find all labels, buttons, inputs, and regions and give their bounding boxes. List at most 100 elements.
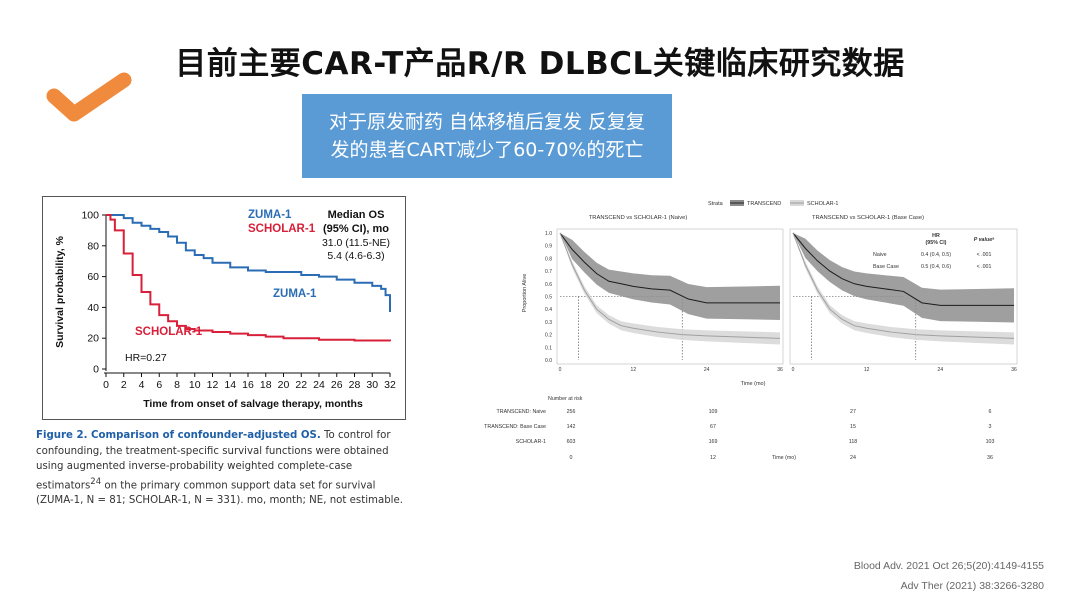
- panel-y-tick-label: 0.5: [545, 295, 552, 301]
- x-tick-label: 18: [260, 379, 272, 391]
- y-tick-label: 20: [87, 333, 99, 345]
- risk-value: 109: [709, 409, 718, 415]
- x-tick-label: 28: [349, 379, 361, 391]
- transcend-scholar-figure: Strata TRANSCEND SCHOLAR-1 TRANSCEND vs …: [468, 195, 1024, 463]
- risk-x-tick-label: 24: [850, 455, 856, 461]
- risk-x-tick-label: 36: [987, 455, 993, 461]
- panel-x-tick-label: 24: [938, 367, 944, 373]
- x-tick-label: 22: [295, 379, 307, 391]
- ci-band-scholar-1: [560, 233, 780, 345]
- x-tick-label: 14: [224, 379, 236, 391]
- panel-y-tick-label: 0.1: [545, 345, 552, 351]
- risk-value: 256: [567, 409, 576, 415]
- hr-row-value: 0.5 (0.4, 0.6): [921, 264, 951, 270]
- panel-y-tick-label: 0.4: [545, 307, 552, 313]
- risk-value: 6: [989, 409, 992, 415]
- x-tick-label: 26: [331, 379, 343, 391]
- panel-y-tick-label: 0.6: [545, 282, 552, 288]
- risk-value: 118: [849, 439, 857, 445]
- risk-label: TRANSCEND: Naive: [497, 409, 547, 415]
- x-tick-label: 4: [139, 379, 145, 391]
- panel-y-tick-label: 0.2: [545, 333, 552, 339]
- panel-y-tick-label: 0.3: [545, 320, 552, 326]
- hr-subheader: (95% CI): [926, 240, 947, 246]
- panel-y-tick-label: 0.7: [545, 269, 552, 275]
- zuma-scholar-figure: 0 20 40 60 80 100 0 2 4 6 8 10 12 14 16 18 20 22 24 26 28 30 3…: [42, 196, 406, 420]
- panel-right-title: TRANSCEND vs SCHOLAR-1 (Base Case): [812, 215, 924, 221]
- caption-tail: on the primary common support data set f…: [36, 479, 404, 507]
- panel-x-tick-label: 36: [1011, 367, 1017, 373]
- strata-label: Strata: [708, 201, 724, 207]
- panel-y-tick-label: 1.0: [545, 231, 552, 237]
- risk-label: TRANSCEND: Base Case: [484, 424, 546, 430]
- median-zuma: 31.0 (11.5-NE): [322, 237, 390, 249]
- y-tick-label: 80: [87, 240, 99, 252]
- risk-label: SCHOLAR-1: [516, 439, 546, 445]
- callout-line-1: 对于原发耐药 自体移植后复发 反复复: [328, 111, 646, 133]
- x-tick-label: 32: [384, 379, 396, 391]
- caption-bold: Figure 2. Comparison of confounder-adjus…: [36, 430, 321, 441]
- y-axis-title: Survival probability, %: [54, 235, 66, 347]
- hr-row-label: Base Case: [873, 264, 899, 270]
- legend-scholar: SCHOLAR-1: [248, 223, 316, 235]
- hazard-ratio: HR=0.27: [125, 352, 167, 364]
- x-tick-label: 8: [174, 379, 180, 391]
- panel-x-tick-label: 0: [559, 367, 562, 373]
- hr-row-p: < .001: [977, 264, 992, 270]
- hr-header: HR: [932, 233, 940, 239]
- panel-y-title: Proportion Alive: [522, 274, 528, 313]
- x-axis-title: Time from onset of salvage therapy, mont…: [143, 398, 363, 410]
- slide-title: 目前主要CAR-T产品R/R DLBCL关键临床研究数据: [175, 46, 905, 82]
- panel-y-tick-label: 0.0: [545, 358, 552, 364]
- panel-left-title: TRANSCEND vs SCHOLAR-1 (Naive): [589, 215, 688, 221]
- legend-zuma: ZUMA-1: [248, 209, 292, 221]
- legend-scholar-2: SCHOLAR-1: [807, 201, 838, 207]
- reference-blood-adv: Blood Adv. 2021 Oct 26;5(20):4149-4155: [853, 560, 1044, 572]
- risk-value: 3: [989, 424, 992, 430]
- panel-y-tick-label: 0.8: [545, 256, 552, 262]
- x-tick-label: 16: [242, 379, 254, 391]
- panel-x-title: Time (mo): [741, 381, 766, 387]
- y-tick-label: 100: [81, 210, 99, 222]
- curve-label-zuma: ZUMA-1: [273, 288, 317, 300]
- hr-row-p: < .001: [977, 252, 992, 258]
- hr-row-value: 0.4 (0.4, 0.5): [921, 252, 951, 258]
- km-curve-scholar-1: [106, 214, 391, 342]
- x-tick-label: 30: [366, 379, 378, 391]
- risk-value: 15: [850, 424, 856, 430]
- risk-value: 67: [710, 424, 716, 430]
- median-scholar: 5.4 (4.6-6.3): [327, 250, 384, 262]
- risk-value: 142: [567, 424, 576, 430]
- risk-value: 103: [986, 439, 995, 445]
- x-tick-label: 20: [278, 379, 290, 391]
- median-header-1: Median OS: [328, 209, 385, 221]
- p-header: P valueᵃ: [974, 237, 995, 243]
- panel-x-tick-label: 12: [864, 367, 870, 373]
- panel-x-tick-label: 36: [777, 367, 783, 373]
- curve-label-scholar: SCHOLAR-1: [135, 326, 203, 338]
- caption-sup: 24: [90, 476, 102, 487]
- panel-frame: [556, 228, 784, 365]
- risk-x-tick-label: 12: [710, 455, 716, 461]
- risk-header: Number at risk: [548, 396, 583, 402]
- risk-value: 603: [567, 439, 576, 445]
- hr-row-label: Naive: [873, 252, 887, 258]
- y-tick-label: 40: [87, 302, 99, 314]
- x-tick-label: 24: [313, 379, 325, 391]
- transcend-scholar-km-chart: Strata TRANSCEND SCHOLAR-1 TRANSCEND vs …: [484, 200, 1018, 461]
- orange-checkmark-icon: [46, 72, 132, 122]
- x-tick-label: 2: [121, 379, 127, 391]
- reference-adv-ther: Adv Ther (2021) 38:3266-3280: [900, 580, 1044, 592]
- caption-text: To control for confounding, the treatmen…: [36, 430, 391, 491]
- panel-x-tick-label: 12: [631, 367, 637, 373]
- ci-band-transcend: [793, 233, 1014, 323]
- panel-y-tick-label: 0.9: [545, 244, 552, 250]
- callout-box: 对于原发耐药 自体移植后复发 反复复 发的患者CART减少了60-70%的死亡: [302, 94, 672, 178]
- legend-transcend: TRANSCEND: [747, 201, 781, 207]
- km-curve-transcend: [792, 232, 1014, 306]
- km-curve-scholar-1: [792, 232, 1015, 339]
- callout-line-2: 发的患者CART减少了60-70%的死亡: [330, 139, 644, 161]
- x-tick-label: 0: [103, 379, 109, 391]
- risk-x-tick-label: 0: [570, 455, 573, 461]
